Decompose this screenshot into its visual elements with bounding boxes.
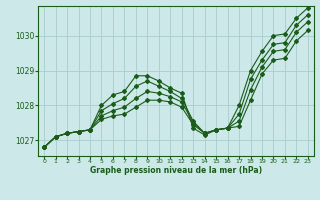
X-axis label: Graphe pression niveau de la mer (hPa): Graphe pression niveau de la mer (hPa) — [90, 166, 262, 175]
